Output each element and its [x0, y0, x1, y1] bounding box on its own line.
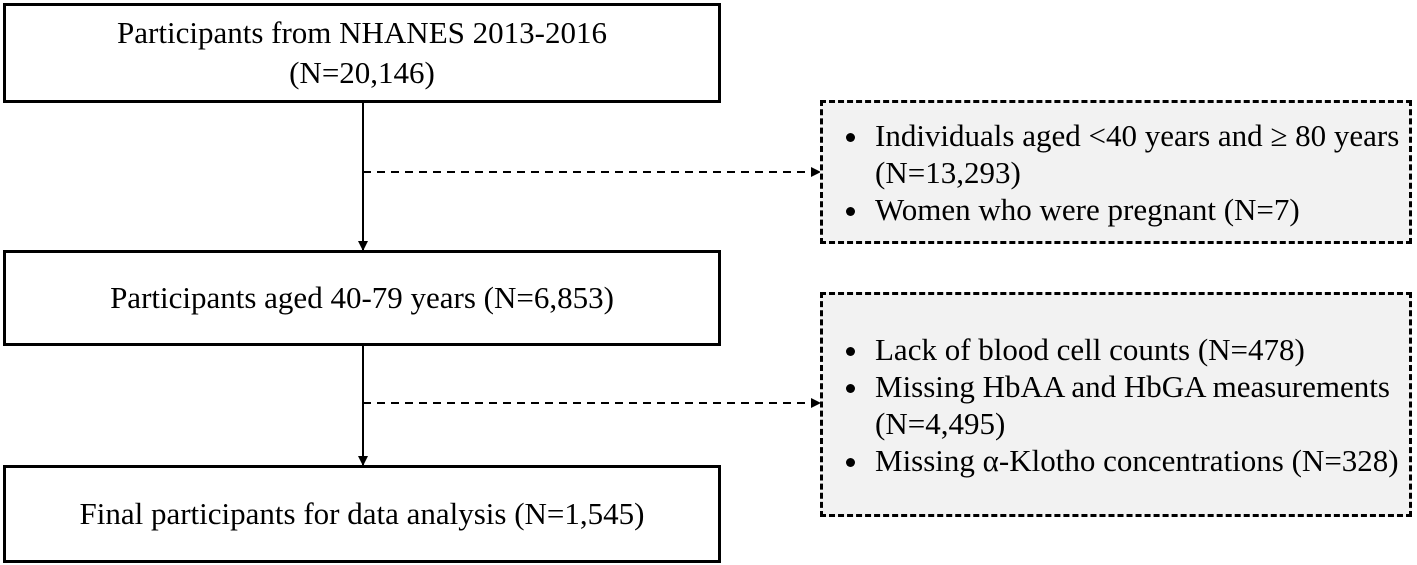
node-text: (N=20,146)	[289, 55, 435, 90]
node-text: Participants from NHANES 2013-2016	[117, 15, 607, 50]
exclusion-item: Missing HbAA and HbGA measurements (N=4,…	[871, 368, 1409, 442]
node-text: Participants aged 40-79 years (N=6,853)	[110, 280, 614, 315]
node: Participants aged 40-79 years (N=6,853)	[3, 250, 721, 346]
exclusion-item: Missing α-Klotho concentrations (N=328)	[871, 442, 1409, 479]
exclusion-box: Lack of blood cell counts (N=478) Missin…	[820, 292, 1412, 517]
exclusion-item: Women who were pregnant (N=7)	[871, 191, 1409, 228]
node: Final participants for data analysis (N=…	[3, 465, 721, 563]
exclusion-item: Individuals aged <40 years and ≥ 80 year…	[871, 117, 1409, 191]
node: Participants from NHANES 2013-2016 (N=20…	[3, 3, 721, 103]
node-text: Final participants for data analysis (N=…	[79, 496, 645, 531]
exclusion-box: Individuals aged <40 years and ≥ 80 year…	[820, 100, 1412, 244]
exclusion-list: Individuals aged <40 years and ≥ 80 year…	[823, 117, 1409, 228]
exclusion-item: Lack of blood cell counts (N=478)	[871, 331, 1409, 368]
exclusion-list: Lack of blood cell counts (N=478) Missin…	[823, 331, 1409, 479]
